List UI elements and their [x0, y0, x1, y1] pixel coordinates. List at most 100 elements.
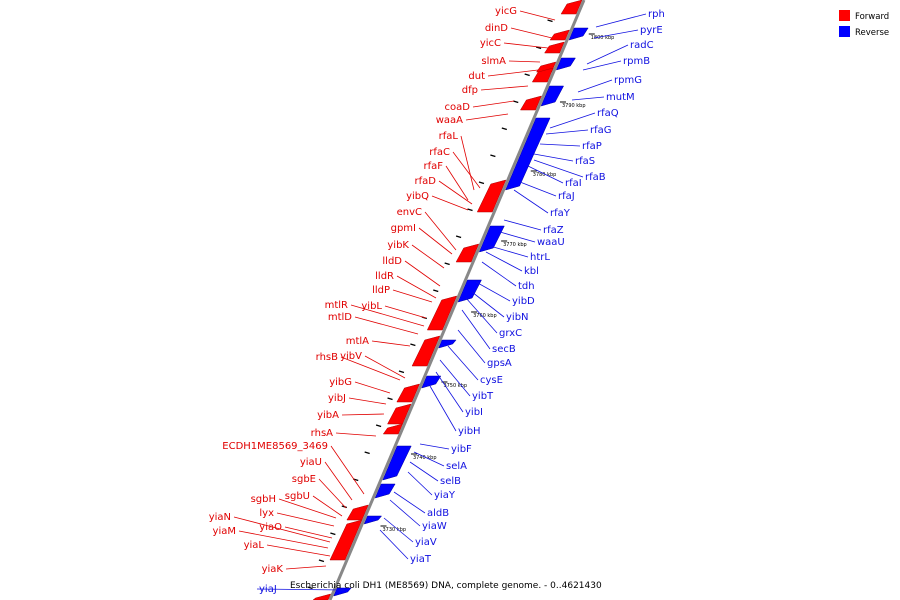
reverse-gene-label-yibt: yibT — [472, 391, 494, 402]
forward-gene-label-rfaf: rfaF — [423, 161, 443, 172]
forward-leader-line — [354, 381, 391, 394]
forward-gene-label-yiba: yibA — [317, 410, 339, 421]
reverse-gene-block — [540, 85, 565, 107]
forward-gene-block — [387, 403, 412, 425]
genome-backbone — [328, 0, 586, 600]
forward-leader-line — [364, 355, 406, 379]
forward-gene-label-rhsb: rhsB — [316, 352, 338, 363]
reverse-leader-line — [465, 297, 498, 334]
forward-leader-line — [341, 413, 385, 416]
reverse-gene-label-radc: radC — [630, 40, 654, 51]
forward-gene-label-mtlr: mtlR — [325, 300, 348, 311]
forward-gene-label-yial: yiaL — [244, 540, 265, 551]
position-marker — [387, 397, 393, 401]
reverse-leader-line — [577, 79, 613, 93]
reverse-leader-line — [475, 281, 511, 302]
forward-leader-line — [371, 340, 411, 347]
reverse-leader-line — [545, 129, 589, 135]
forward-gene-label-ecdh1me8569-3469: ECDH1ME8569_3469 — [222, 441, 328, 452]
reverse-leader-line — [593, 29, 639, 39]
position-marker — [398, 370, 405, 374]
reverse-leader-line — [429, 385, 457, 432]
reverse-gene-label-yiav: yiaV — [415, 537, 437, 548]
forward-leader-line — [418, 227, 453, 255]
reverse-leader-line — [533, 153, 574, 162]
forward-leader-line — [238, 530, 329, 549]
reverse-leader-line — [533, 159, 584, 178]
forward-gene-label-lldr: lldR — [375, 271, 394, 282]
reverse-leader-line — [435, 371, 464, 413]
forward-gene-block — [426, 295, 458, 331]
reverse-gene-label-gpsa: gpsA — [487, 358, 512, 369]
reverse-gene-block — [505, 117, 551, 191]
forward-leader-line — [424, 211, 457, 251]
reverse-leader-line — [513, 189, 549, 214]
forward-gene-label-coad: coaD — [445, 102, 471, 113]
forward-leader-line — [318, 478, 347, 509]
legend: Forward Reverse — [839, 10, 889, 38]
label-layer: yicG dinD yicC slmA dut dfp coaD waaA rfaL rfaC rf… — [209, 6, 665, 595]
scale-tick-label: 3760 kbp — [473, 313, 497, 319]
position-marker — [467, 208, 473, 212]
reverse-leader-line — [527, 165, 564, 184]
reverse-gene-block — [374, 483, 396, 499]
forward-leader-line — [284, 526, 333, 539]
position-marker — [375, 424, 382, 428]
position-marker — [318, 559, 325, 563]
position-marker — [330, 532, 336, 536]
reverse-gene-label-kbl: kbl — [524, 266, 539, 277]
reverse-gene-label-rfag: rfaG — [590, 125, 612, 136]
forward-gene-block — [544, 41, 565, 54]
forward-gene-block — [549, 29, 570, 41]
forward-gene-label-sgbu: sgbU — [285, 491, 310, 502]
reverse-leader-line — [586, 44, 629, 65]
forward-gene-label-yiao: yiaO — [259, 522, 282, 533]
scale-tick-label: 3780 kbp — [533, 172, 557, 178]
reverse-gene-label-yibd: yibD — [512, 296, 535, 307]
forward-leader-line — [285, 565, 327, 570]
position-marker — [513, 100, 519, 104]
reverse-leader-line — [447, 345, 479, 381]
forward-leader-line — [431, 195, 469, 211]
forward-gene-block — [455, 243, 480, 263]
forward-gene-label-lyx: lyx — [259, 508, 274, 519]
forward-gene-label-waaa: waaA — [436, 115, 463, 126]
forward-gene-block — [411, 335, 441, 367]
forward-leader-line — [396, 275, 437, 299]
forward-gene-label-yibk: yibK — [387, 240, 409, 251]
forward-gene-label-yian: yiaN — [209, 512, 231, 523]
position-marker — [478, 181, 485, 185]
forward-leader-line — [508, 60, 541, 63]
forward-leader-line — [335, 432, 377, 437]
reverse-leader-line — [461, 309, 491, 350]
legend-forward-swatch — [839, 10, 850, 21]
position-marker — [364, 451, 370, 455]
reverse-gene-label-rfaj: rfaJ — [558, 191, 575, 202]
forward-gene-label-rhsa: rhsA — [311, 428, 333, 439]
forward-gene-label-yicc: yicC — [480, 38, 501, 49]
reverse-leader-line — [419, 443, 450, 450]
reverse-gene-label-rfai: rfaI — [565, 178, 582, 189]
forward-gene-block — [476, 179, 507, 213]
feature-layer — [312, 0, 589, 600]
map-caption: Escherichia coli DH1 (ME8569) DNA, compl… — [290, 581, 602, 591]
position-marker — [307, 586, 313, 590]
reverse-leader-line — [393, 491, 426, 514]
scale-tick-label: 3740 kbp — [413, 455, 437, 461]
reverse-gene-block — [438, 339, 457, 349]
forward-gene-block — [519, 95, 542, 111]
reverse-gene-label-yiay: yiaY — [434, 490, 456, 501]
forward-gene-label-yibl: yibL — [361, 301, 382, 312]
reverse-gene-label-rpmg: rpmG — [614, 75, 642, 86]
reverse-gene-label-cyse: cysE — [480, 375, 503, 386]
forward-gene-label-rfad: rfaD — [415, 176, 437, 187]
forward-leader-line — [266, 544, 331, 557]
reverse-gene-label-rfap: rfaP — [582, 141, 602, 152]
reverse-leader-line — [413, 451, 445, 467]
reverse-leader-line — [481, 261, 517, 287]
forward-leader-line — [510, 27, 553, 39]
forward-leader-line — [411, 244, 445, 269]
forward-leader-line — [384, 305, 427, 319]
forward-leader-line — [276, 512, 335, 527]
tick-layer: 1800 kbp 3790 kbp 3780 kbp 3770 kbp 3760 kbp… — [307, 19, 614, 590]
